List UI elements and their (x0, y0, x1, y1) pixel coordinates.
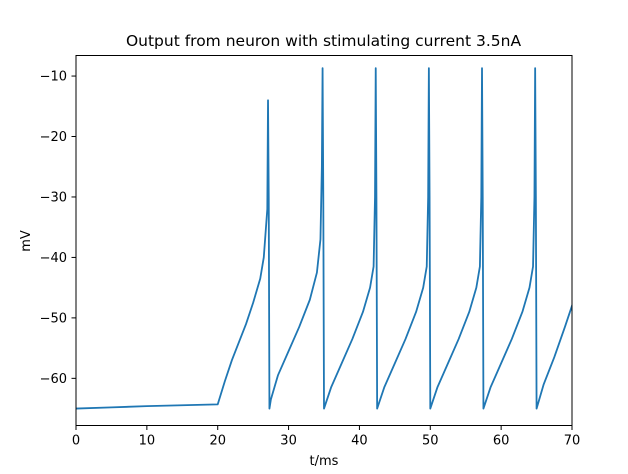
series-line-0 (76, 67, 572, 410)
data-point (268, 100, 269, 101)
y-tick-label: −20 (40, 130, 67, 145)
data-point (224, 381, 225, 382)
data-point (309, 299, 310, 300)
data-point (405, 339, 406, 340)
y-tick-label: −10 (40, 70, 67, 85)
data-point (565, 327, 566, 328)
data-point (501, 363, 502, 364)
x-axis-ticks: 0 10 20 30 40 50 60 70 (72, 425, 581, 449)
data-point (535, 68, 536, 69)
x-tick-label: 10 (139, 434, 156, 449)
data-point (384, 387, 385, 388)
data-point (483, 408, 484, 409)
data-point (217, 404, 218, 405)
data-point (437, 387, 438, 388)
data-point (522, 311, 523, 312)
data-point (376, 197, 377, 198)
data-point (426, 266, 427, 267)
data-point (111, 407, 112, 408)
y-tick-label: −50 (40, 311, 67, 326)
data-point (428, 197, 429, 198)
y-axis-label: mV (19, 230, 34, 252)
x-tick-label: 60 (493, 434, 510, 449)
data-point (529, 287, 530, 288)
y-tick-label: −30 (40, 190, 67, 205)
data-point (260, 278, 261, 279)
data-point (511, 339, 512, 340)
x-tick-label: 50 (422, 434, 439, 449)
data-point (270, 399, 271, 400)
data-point (481, 197, 482, 198)
data-point (324, 408, 325, 409)
x-tick-label: 30 (280, 434, 297, 449)
data-point (373, 266, 374, 267)
data-point (479, 266, 480, 267)
data-point (416, 311, 417, 312)
data-point (394, 363, 395, 364)
plot-frame (75, 55, 573, 426)
data-point (375, 68, 376, 69)
data-point (469, 311, 470, 312)
data-point (536, 408, 537, 409)
data-point (482, 68, 483, 69)
data-point (482, 197, 483, 198)
x-tick-label: 20 (209, 434, 226, 449)
data-point (363, 311, 364, 312)
data-point (239, 342, 240, 343)
data-point (321, 166, 322, 167)
data-point (269, 408, 270, 409)
data-point (267, 209, 268, 210)
data-point (317, 272, 318, 273)
x-tick-label: 0 (72, 434, 80, 449)
data-point (377, 408, 378, 409)
data-point (231, 360, 232, 361)
y-tick-label: −60 (40, 372, 67, 387)
x-tick-label: 40 (351, 434, 368, 449)
data-point (554, 357, 555, 358)
data-point (341, 363, 342, 364)
data-point (423, 287, 424, 288)
data-point (320, 239, 321, 240)
data-point (299, 327, 300, 328)
data-point (322, 68, 323, 69)
data-point (533, 266, 534, 267)
chart-title: Output from neuron with stimulating curr… (126, 32, 522, 50)
data-point (429, 197, 430, 198)
data-point (370, 287, 371, 288)
data-point (246, 324, 247, 325)
x-tick-label: 70 (564, 434, 581, 449)
plot-area (75, 55, 573, 426)
data-point (448, 363, 449, 364)
series-layer (76, 67, 572, 410)
data-point (278, 375, 279, 376)
data-point (323, 197, 324, 198)
y-tick-label: −40 (40, 251, 67, 266)
data-point (428, 68, 429, 69)
data-point (263, 257, 264, 258)
data-point (352, 339, 353, 340)
data-point (253, 302, 254, 303)
data-point (458, 339, 459, 340)
data-point (331, 387, 332, 388)
data-point (288, 351, 289, 352)
data-point (534, 197, 535, 198)
data-point (490, 387, 491, 388)
data-point (268, 197, 269, 198)
data-point (535, 197, 536, 198)
data-point (430, 408, 431, 409)
data-point (476, 287, 477, 288)
x-axis-label: t/ms (310, 454, 339, 469)
data-point (182, 405, 183, 406)
data-point (375, 197, 376, 198)
data-point (543, 384, 544, 385)
y-axis-ticks: −60 −50 −40 −30 −20 −10 (40, 70, 76, 387)
data-point (146, 406, 147, 407)
